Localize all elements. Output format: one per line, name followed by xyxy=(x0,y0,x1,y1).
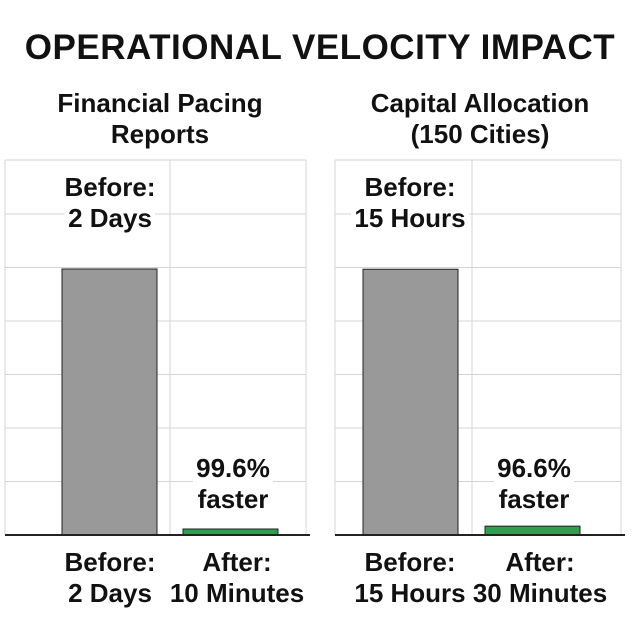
after-bar xyxy=(484,525,581,536)
after-category-label: After: 10 Minutes xyxy=(147,547,327,609)
label-line: faster xyxy=(194,484,272,514)
bar-chart xyxy=(4,159,310,536)
chart-panel-capital-allocation: Capital Allocation (150 Cities) Before: … xyxy=(320,0,640,640)
chart-title: Capital Allocation (150 Cities) xyxy=(320,88,640,150)
label-line: 2 Days xyxy=(68,578,152,608)
label-line: Before: xyxy=(64,547,156,577)
after-category-label: After: 30 Minutes xyxy=(452,547,628,609)
before-category-label: Before: 2 Days xyxy=(30,547,190,609)
label-line: 2 Days xyxy=(65,203,155,233)
label-line: 15 Hours xyxy=(354,578,466,608)
label-line: Before: xyxy=(61,172,159,202)
page-title: OPERATIONAL VELOCITY IMPACT xyxy=(24,28,616,67)
label-line: 96.6% xyxy=(494,453,574,483)
before-bar-top-label: Before: 2 Days xyxy=(30,172,190,234)
chart-title-line: Capital Allocation xyxy=(370,88,590,118)
chart-title: Financial Pacing Reports xyxy=(0,88,320,150)
label-line: After: xyxy=(505,547,575,577)
label-line: 30 Minutes xyxy=(472,578,608,608)
label-line: Before: xyxy=(364,547,456,577)
chart-panel-financial-pacing: Financial Pacing Reports Before: 2 Days … xyxy=(0,88,320,609)
chart-title-line: Reports xyxy=(110,119,210,149)
label-line: 99.6% xyxy=(193,453,273,483)
before-bar xyxy=(362,268,459,536)
before-bar xyxy=(61,268,158,536)
label-line: 15 Hours xyxy=(351,203,469,233)
chart-title-line: (150 Cities) xyxy=(410,119,550,149)
label-line: 10 Minutes xyxy=(169,578,305,608)
label-line: Before: xyxy=(361,172,459,202)
bar-chart xyxy=(334,159,625,536)
label-line: After: xyxy=(202,547,272,577)
chart-title-line: Financial Pacing xyxy=(57,88,263,118)
after-bar-top-label: 96.6% faster xyxy=(454,453,614,515)
label-line: faster xyxy=(495,484,573,514)
before-bar-top-label: Before: 15 Hours xyxy=(330,172,490,234)
before-category-label: Before: 15 Hours xyxy=(330,547,490,609)
after-bar-top-label: 99.6% faster xyxy=(153,453,313,515)
